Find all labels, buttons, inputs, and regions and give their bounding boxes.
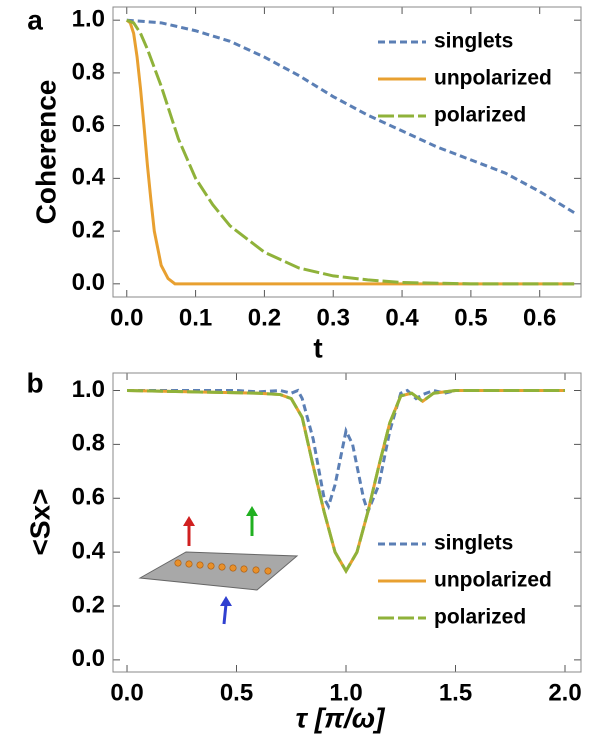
x-tick-label: 0.6 [523,304,556,331]
y-tick-label: 0.0 [72,645,105,672]
y-tick-label: 0.0 [72,269,105,296]
legend-label: unpolarized [434,569,552,592]
x-tick-label: 0.5 [454,304,487,331]
series-line [127,388,566,517]
y-tick-label: 0.6 [72,111,105,138]
x-tick-label: 1.5 [439,679,472,706]
panel-label: b [26,367,43,398]
inset-illustration [138,506,299,625]
plot-frame [112,372,582,673]
x-tick-label: 0.3 [317,304,350,331]
legend-label: polarized [434,104,526,127]
legend-label: singlets [434,30,513,53]
panel-label: a [27,4,43,35]
x-tick-label: 0.5 [220,679,253,706]
y-tick-label: 0.4 [72,537,106,564]
series-line [125,18,575,286]
x-axis-title: τ [π/ω] [296,702,387,733]
series-line [126,18,575,214]
y-axis-title: <Sx> [24,489,55,556]
x-tick-label: 0.4 [385,304,419,331]
legend-label: polarized [434,606,526,629]
plot-frame [112,6,582,298]
x-tick-label: 1.0 [329,679,362,706]
x-tick-label: 0.1 [179,304,212,331]
x-tick-label: 0.0 [110,679,143,706]
y-tick-label: 0.8 [72,430,105,457]
y-tick-label: 0.8 [72,58,105,85]
y-tick-label: 0.2 [72,591,105,618]
y-tick-label: 1.0 [72,6,105,33]
y-axis-title: Coherence [30,80,61,225]
legend-label: singlets [434,532,513,555]
x-tick-label: 0.2 [248,304,281,331]
y-tick-label: 1.0 [72,376,105,403]
legend-label: unpolarized [434,67,552,90]
series-line [126,389,566,574]
y-tick-label: 0.6 [72,484,105,511]
x-tick-label: 2.0 [548,679,581,706]
x-tick-label: 0.0 [110,304,143,331]
series-line [126,18,575,286]
x-axis-title: t [313,332,322,363]
plot-area [126,388,566,574]
y-tick-label: 0.4 [72,164,106,191]
y-tick-label: 0.2 [72,216,105,243]
plot-area [125,18,575,286]
